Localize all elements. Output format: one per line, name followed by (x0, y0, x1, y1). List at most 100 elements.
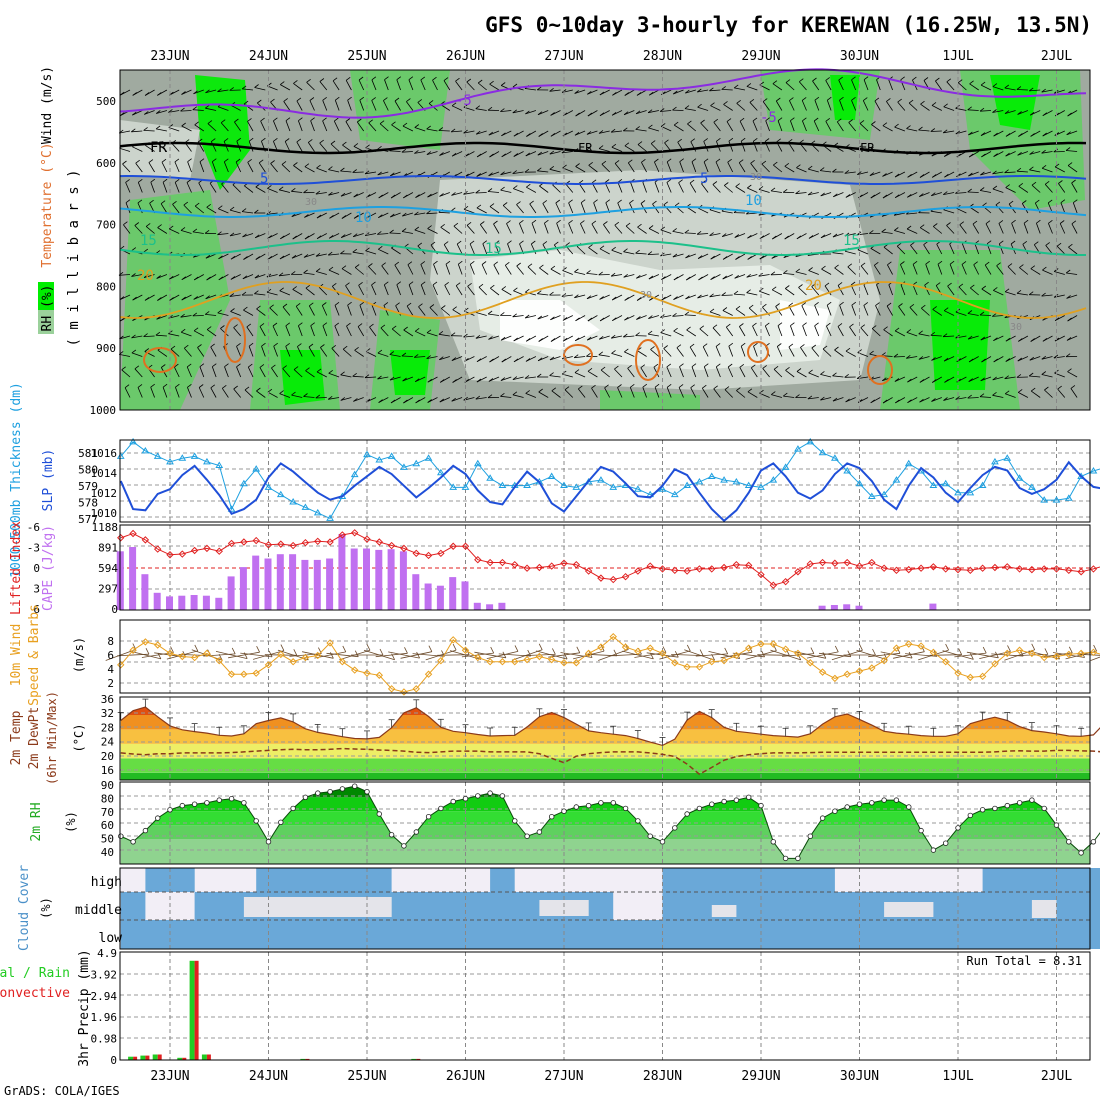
wind-barb (624, 145, 635, 152)
wind-barb (418, 306, 426, 316)
wind10-marker (301, 653, 310, 662)
wind-barb-flag (704, 363, 709, 368)
cape-bar (375, 549, 383, 610)
cloud-axis-unit: (%) (39, 897, 53, 919)
wind-barb-flag (273, 137, 278, 142)
cape-bar (202, 595, 210, 610)
wind-barb-flag (863, 302, 869, 306)
rh-marker (167, 807, 173, 813)
wind-barb-flag (851, 96, 856, 101)
wind-barb (955, 311, 967, 316)
wind-barb-flag (506, 220, 511, 224)
wind-barb-flag (788, 343, 794, 348)
wind-barb (871, 124, 881, 132)
wind-barb (444, 285, 451, 296)
wind-barb (894, 230, 906, 234)
wind-barb (537, 170, 549, 173)
wind-barb (527, 266, 537, 275)
wind-barb (883, 329, 893, 337)
wind-barb-flag (401, 352, 407, 357)
rh-marker (758, 802, 764, 809)
thickness-marker (301, 503, 310, 510)
wind-barb (992, 188, 1004, 193)
wind-barb (967, 313, 979, 316)
wind-barb-flag (181, 122, 186, 127)
li-marker (584, 567, 593, 575)
wind-barb (192, 109, 204, 111)
wind-barb-flag (309, 97, 315, 101)
thickness-axis-label: 1000-500mb Thickness (dm) (9, 382, 24, 578)
wind-barb (137, 182, 143, 193)
wind-barb-flag (912, 260, 918, 265)
wind-barb-flag (776, 97, 781, 102)
wind-barb (1004, 87, 1016, 91)
wind-barb (150, 387, 155, 398)
cape-bar (363, 548, 370, 610)
wind-barb (862, 100, 869, 111)
wind-barb-flag (364, 374, 370, 379)
wind-barb-flag (624, 142, 630, 147)
wind-barb-flag (1022, 240, 1028, 245)
wind-barb-flag (980, 81, 986, 86)
wind-barb-flag (217, 231, 222, 236)
wind10-barb-flag (1044, 648, 1049, 655)
wind-barb-flag (648, 275, 654, 280)
wind-barb (981, 288, 992, 296)
cloud-block (490, 868, 515, 892)
wind-barb (1054, 166, 1065, 173)
precip-tick: 0 (110, 1054, 117, 1067)
thickness-marker (954, 488, 962, 496)
wind10-marker (843, 670, 851, 678)
wind-barb-flag (428, 100, 434, 104)
thickness-marker (363, 450, 371, 458)
wind-barb (813, 120, 820, 132)
wind-barb (475, 397, 487, 400)
wind-barb (331, 348, 340, 357)
wind-barb (296, 100, 303, 111)
wind-barb-flag (1030, 265, 1036, 270)
wind-barb (439, 356, 450, 361)
wind-barb (689, 182, 697, 193)
rh-marker (179, 802, 185, 809)
wind-barb-flag (599, 245, 605, 250)
wind-barb-flag (747, 256, 752, 260)
wind-barb (599, 335, 610, 340)
precip-total-bar (128, 1056, 134, 1060)
wind-barb (229, 209, 241, 214)
wind-barb (623, 274, 635, 278)
wind-barb (1057, 388, 1066, 398)
wind-barb (156, 315, 168, 320)
wind-barb-flag (220, 325, 225, 329)
wind-barb-flag (992, 83, 998, 87)
wind-barb-flag (749, 98, 755, 103)
wind-barb-flag (246, 323, 252, 328)
wind-barb-flag (123, 221, 128, 226)
wind-barb (785, 288, 795, 296)
wind10-barb (560, 652, 593, 658)
wind-barb (420, 79, 426, 91)
wind10-marker (646, 644, 654, 652)
wind-barb-flag (258, 159, 264, 164)
cloud-cover-panel: Cloud Cover (%) high middle low (17, 865, 1100, 951)
wind-barb-flag (601, 160, 607, 165)
wind-barb-flag (900, 76, 905, 81)
wind-barb (379, 123, 389, 132)
wind-barb-flag (697, 294, 702, 299)
wind-barb (598, 130, 610, 134)
wind-barb (775, 100, 783, 111)
wind-barb (512, 315, 524, 318)
wind-barb-flag (243, 100, 249, 105)
wind-barb (246, 326, 254, 337)
wind-barb-flag (1041, 149, 1046, 154)
wind-barb-flag (550, 316, 555, 321)
rh-region (280, 350, 325, 405)
wind-barb-flag (679, 363, 684, 368)
wind-barb-flag (869, 230, 874, 234)
precip-convective-bar (133, 1056, 138, 1060)
rh-marker (709, 801, 715, 807)
wind-barb (406, 101, 414, 111)
wind-barb-flag (296, 97, 302, 102)
wind-barb-flag (549, 372, 554, 376)
wind-barb-flag (500, 171, 505, 176)
